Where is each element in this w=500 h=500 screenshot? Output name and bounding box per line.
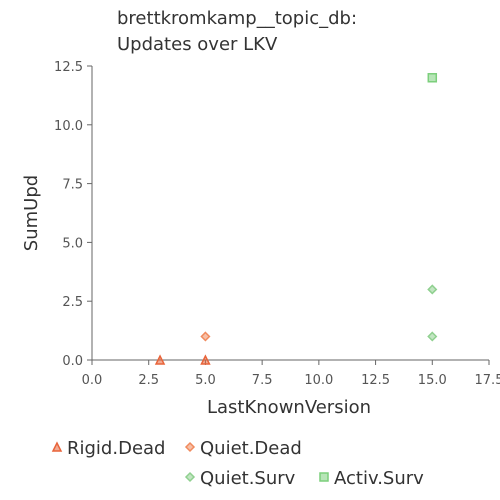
data-point-rigid-dead bbox=[154, 354, 166, 365]
y-axis: 0.0 2.5 5.0 7.5 10.0 12.5 bbox=[54, 60, 93, 369]
x-tick-label: 12.5 bbox=[361, 373, 390, 388]
y-axis-title: SumUpd bbox=[21, 175, 42, 251]
legend-label-quiet-surv: Quiet.Surv bbox=[200, 468, 296, 489]
y-tick-label: 7.5 bbox=[62, 178, 83, 193]
chart-title-line-1: brettkromkamp__topic_db: bbox=[117, 8, 357, 29]
legend-label-rigid-dead: Rigid.Dead bbox=[67, 438, 165, 459]
legend-marker-activ-surv bbox=[319, 472, 329, 482]
x-tick-label: 2.5 bbox=[138, 373, 159, 388]
y-tick-label: 10.0 bbox=[54, 119, 83, 134]
data-point-quiet-surv bbox=[427, 284, 438, 295]
legend-label-activ-surv: Activ.Surv bbox=[334, 468, 424, 489]
x-tick-label: 15.0 bbox=[418, 373, 447, 388]
x-tick-label: 5.0 bbox=[195, 373, 216, 388]
data-point-quiet-dead bbox=[200, 331, 211, 342]
data-point-quiet-surv bbox=[427, 331, 438, 342]
x-tick-label: 10.0 bbox=[304, 373, 333, 388]
y-tick-label: 0.0 bbox=[62, 354, 83, 369]
x-tick-label: 17.5 bbox=[475, 373, 500, 388]
legend-marker-quiet-dead bbox=[184, 441, 196, 453]
legend-marker-quiet-surv bbox=[184, 471, 196, 483]
plot-area bbox=[154, 73, 438, 365]
x-tick-label: 0.0 bbox=[82, 373, 103, 388]
y-tick-label: 5.0 bbox=[62, 236, 83, 251]
legend: Rigid.Dead Quiet.Dead Quiet.Surv Activ.Surv bbox=[51, 438, 424, 489]
legend-marker-rigid-dead bbox=[51, 441, 63, 452]
chart-title-line-2: Updates over LKV bbox=[117, 34, 278, 55]
data-point-activ-surv bbox=[427, 73, 438, 83]
legend-label-quiet-dead: Quiet.Dead bbox=[200, 438, 302, 459]
x-axis-title: LastKnownVersion bbox=[207, 397, 371, 418]
data-point-rigid-dead bbox=[200, 354, 211, 365]
y-tick-label: 2.5 bbox=[62, 295, 83, 310]
y-tick-label: 12.5 bbox=[54, 60, 83, 75]
x-tick-label: 7.5 bbox=[252, 373, 273, 388]
x-axis: 0.0 2.5 5.0 7.5 10.0 12.5 15.0 17.5 bbox=[82, 359, 500, 388]
